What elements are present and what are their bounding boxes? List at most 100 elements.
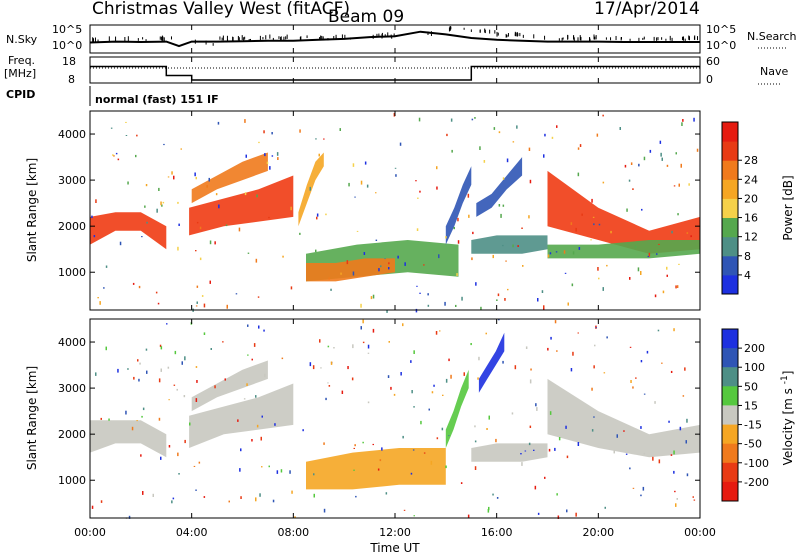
velocity-ylabel: Slant Range [km]: [25, 366, 39, 470]
velocity-speckle: [381, 447, 383, 451]
power-speckle: [360, 303, 362, 308]
velocity-speckle: [554, 320, 557, 324]
power-band: [306, 258, 395, 282]
velocity-speckle: [643, 452, 646, 455]
power-speckle: [399, 142, 402, 146]
power-speckle: [450, 118, 453, 122]
velocity-speckle: [255, 497, 257, 502]
velocity-speckle: [198, 461, 201, 464]
power-speckle: [299, 232, 301, 235]
power-speckle: [340, 272, 342, 275]
power-speckle: [99, 301, 101, 305]
velocity-speckle: [193, 465, 196, 467]
velocity-speckle: [448, 358, 450, 362]
velocity-band: [306, 448, 446, 490]
velocity-speckle: [629, 467, 631, 470]
velocity-cbar-cell: [722, 348, 738, 368]
velocity-speckle: [604, 506, 606, 509]
power-speckle: [282, 255, 284, 258]
velocity-speckle: [255, 395, 257, 398]
power-cbar-cell: [722, 255, 738, 276]
velocity-speckle: [591, 387, 593, 391]
velocity-speckle: [131, 426, 134, 431]
velocity-speckle: [442, 394, 444, 396]
power-speckle: [579, 144, 582, 147]
x-tick-label: 20:00: [582, 526, 614, 539]
power-speckle: [315, 138, 317, 140]
power-speckle: [506, 158, 509, 163]
velocity-speckle: [333, 347, 335, 349]
velocity-colorbar-label-rest: ]: [781, 371, 795, 376]
velocity-speckle: [632, 386, 634, 389]
power-speckle: [455, 304, 457, 307]
velocity-speckle: [544, 476, 546, 479]
velocity-speckle: [367, 344, 370, 349]
velocity-speckle: [253, 343, 256, 347]
power-band: [298, 152, 324, 227]
velocity-cbar-tick-label: 100: [744, 361, 765, 374]
power-speckle: [269, 166, 271, 170]
velocity-cbar-tick-label: -15: [744, 419, 762, 432]
velocity-speckle: [138, 378, 140, 382]
power-speckle: [318, 153, 320, 157]
power-band: [547, 240, 700, 259]
velocity-scatter: [91, 319, 696, 519]
velocity-speckle: [530, 368, 532, 371]
power-cbar-cell: [722, 236, 738, 257]
power-scatter: [91, 112, 699, 313]
velocity-speckle: [603, 372, 606, 374]
velocity-speckle: [105, 346, 107, 351]
power-speckle: [471, 118, 474, 121]
power-speckle: [634, 245, 637, 249]
power-speckle: [415, 308, 418, 313]
velocity-speckle: [402, 435, 404, 439]
velocity-speckle: [566, 455, 569, 459]
velocity-speckle: [184, 356, 186, 361]
power-speckle: [678, 263, 680, 265]
velocity-speckle: [261, 415, 263, 418]
velocity-speckle: [328, 385, 331, 387]
velocity-speckle: [474, 466, 477, 470]
velocity-speckle: [514, 365, 517, 370]
power-speckle: [677, 213, 679, 216]
velocity-speckle: [274, 423, 276, 426]
velocity-speckle: [686, 473, 689, 477]
power-speckle: [544, 133, 546, 137]
power-speckle: [144, 205, 146, 208]
velocity-speckle: [195, 366, 198, 368]
velocity-speckle: [327, 345, 330, 348]
power-speckle: [456, 273, 458, 276]
velocity-speckle: [247, 324, 249, 327]
velocity-speckle: [158, 417, 161, 421]
velocity-speckle: [330, 361, 333, 365]
velocity-cbar-cell: [722, 462, 738, 483]
velocity-speckle: [441, 427, 444, 431]
velocity-speckle: [379, 459, 382, 462]
power-speckle: [264, 153, 266, 157]
power-speckle: [203, 303, 206, 308]
noise-tick-left-bottom: 10^0: [52, 39, 82, 52]
power-speckle: [290, 286, 293, 290]
power-cbar-cell: [722, 198, 738, 218]
power-speckle: [563, 250, 566, 254]
power-speckle: [662, 290, 665, 294]
velocity-speckle: [411, 390, 413, 394]
power-speckle: [366, 184, 369, 188]
power-speckle: [666, 274, 668, 277]
power-speckle: [315, 249, 317, 252]
velocity-speckle: [355, 495, 357, 498]
power-colorbar-cells: [722, 122, 738, 295]
power-speckle: [208, 177, 210, 182]
power-speckle: [602, 181, 605, 184]
velocity-speckle: [679, 426, 682, 431]
power-speckle: [135, 154, 137, 158]
power-speckle: [375, 192, 377, 194]
power-speckle: [112, 154, 114, 156]
velocity-band: [547, 378, 700, 458]
power-speckle: [480, 306, 482, 310]
velocity-speckle: [280, 469, 283, 473]
velocity-band: [189, 383, 294, 448]
velocity-speckle: [413, 350, 415, 354]
power-speckle: [199, 257, 202, 261]
velocity-speckle: [495, 438, 497, 443]
